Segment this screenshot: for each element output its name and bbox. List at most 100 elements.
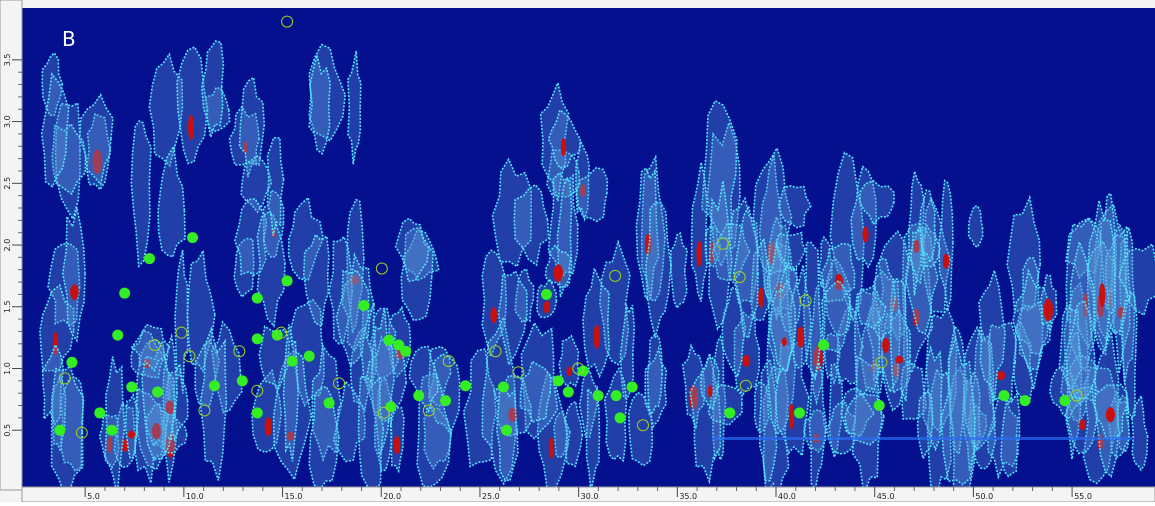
contour	[176, 45, 209, 165]
contour	[546, 149, 581, 198]
y-tick-label: 2.0	[3, 239, 12, 252]
peak	[580, 184, 586, 198]
contour	[575, 138, 590, 222]
filled-marker	[497, 381, 509, 393]
x-tick-label: 5.0	[87, 492, 100, 501]
peak	[165, 432, 175, 458]
contour	[840, 387, 876, 438]
open-marker	[489, 345, 502, 358]
contour	[50, 364, 84, 495]
peak	[127, 430, 136, 439]
contour	[1058, 303, 1083, 390]
open-marker	[572, 362, 585, 375]
contour	[369, 307, 400, 381]
peak	[707, 385, 713, 398]
peak	[264, 417, 273, 437]
peak	[286, 431, 295, 441]
contour	[308, 43, 347, 142]
peak	[548, 437, 554, 459]
open-marker	[375, 262, 388, 275]
contour	[240, 154, 273, 214]
open-marker	[739, 379, 752, 392]
x-tick-label: 55.0	[1074, 492, 1092, 501]
contour	[916, 389, 934, 461]
filled-marker	[286, 355, 298, 367]
filled-marker	[358, 300, 370, 312]
contour	[328, 235, 354, 345]
contour	[539, 80, 570, 202]
filled-marker	[106, 424, 118, 436]
filled-marker	[208, 380, 220, 392]
contour	[491, 157, 532, 268]
peak	[996, 370, 1006, 381]
open-marker	[799, 294, 812, 307]
open-marker	[198, 404, 211, 417]
peak	[121, 439, 129, 452]
contour	[341, 252, 375, 352]
contour	[777, 184, 812, 229]
contour	[41, 343, 65, 426]
peak	[1078, 419, 1086, 431]
contour	[820, 279, 851, 353]
contour	[978, 267, 1006, 401]
open-marker	[175, 326, 188, 339]
contour	[758, 154, 783, 304]
contour	[335, 269, 370, 367]
peak	[696, 240, 703, 267]
peak	[912, 308, 920, 327]
y-tick-label: 0.5	[3, 424, 12, 437]
peak	[560, 138, 567, 157]
contour	[1068, 239, 1096, 373]
contour	[401, 229, 440, 282]
contour	[690, 162, 708, 302]
contour	[199, 326, 228, 481]
contour	[627, 391, 654, 467]
contour	[967, 205, 984, 249]
peak	[882, 337, 890, 354]
contour	[141, 338, 176, 461]
contour	[645, 201, 672, 338]
contour	[357, 375, 385, 490]
contour	[308, 55, 332, 155]
open-marker	[148, 339, 161, 352]
x-tick-label: 30.0	[581, 492, 599, 501]
contour	[513, 183, 550, 267]
contour	[423, 406, 452, 470]
filled-marker	[400, 345, 412, 357]
contour	[829, 151, 865, 322]
filled-marker	[501, 424, 513, 436]
x-tick-label: 20.0	[383, 492, 401, 501]
contour	[238, 76, 266, 178]
contour	[732, 203, 759, 340]
peak	[913, 239, 920, 254]
contour	[859, 179, 895, 226]
contour	[940, 334, 976, 486]
filled-marker	[1059, 395, 1071, 407]
peak	[742, 354, 751, 367]
filled-marker	[271, 329, 283, 341]
peak	[165, 400, 175, 415]
filled-marker	[54, 424, 66, 436]
filled-marker	[187, 232, 199, 244]
contour	[1012, 319, 1034, 404]
contour	[266, 136, 285, 236]
contour	[427, 345, 452, 408]
contour	[750, 236, 772, 322]
contour	[130, 329, 166, 379]
contour	[1018, 257, 1044, 390]
peak	[106, 436, 113, 453]
peak	[895, 355, 904, 364]
contour	[558, 334, 580, 388]
peak	[834, 273, 844, 291]
contour	[635, 166, 660, 300]
filled-marker	[112, 329, 124, 341]
open-marker	[281, 15, 294, 28]
open-marker	[233, 345, 246, 358]
contour	[200, 40, 225, 141]
contour	[1000, 391, 1021, 478]
contour	[61, 207, 86, 343]
contour	[669, 232, 689, 310]
contour	[809, 278, 826, 406]
contour	[54, 101, 81, 221]
